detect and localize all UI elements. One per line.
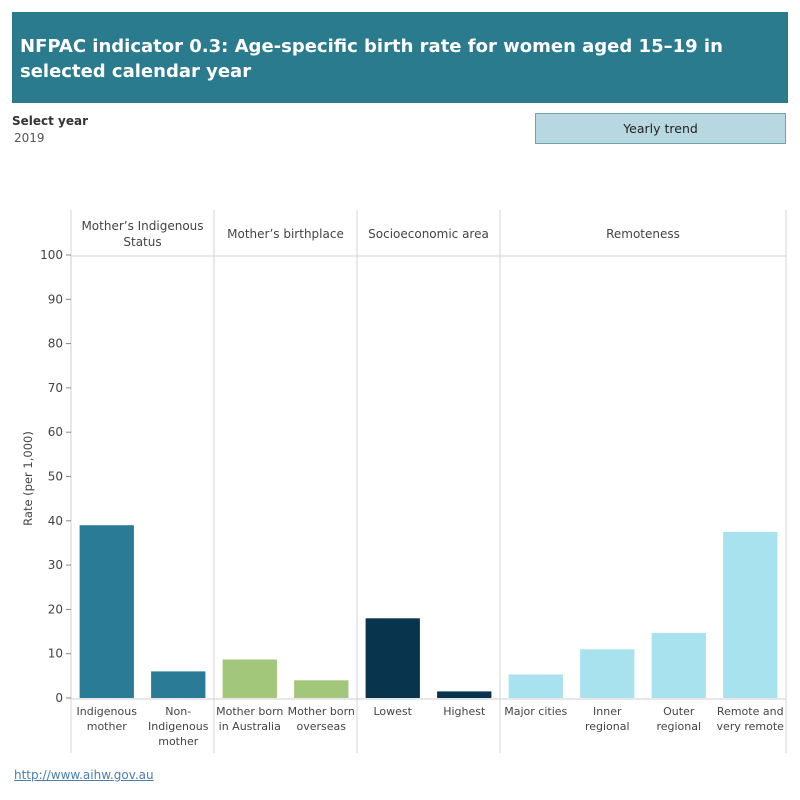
- category-label: Mother born: [216, 705, 283, 718]
- yearly-trend-button-label: Yearly trend: [623, 121, 698, 136]
- y-tick-label: 50: [48, 470, 63, 484]
- category-label: mother: [87, 720, 127, 733]
- y-tick-label: 70: [48, 381, 63, 395]
- category-label: Inner: [593, 705, 622, 718]
- category-label: Remote and: [717, 705, 784, 718]
- bar: [365, 618, 420, 698]
- y-tick-label: 90: [48, 292, 63, 306]
- y-tick-label: 10: [48, 647, 63, 661]
- select-year-label: Select year: [12, 114, 89, 128]
- y-tick-label: 100: [40, 248, 63, 262]
- bar: [651, 632, 706, 698]
- y-tick-label: 30: [48, 558, 63, 572]
- category-label: Lowest: [374, 705, 413, 718]
- category-label: Indigenous: [77, 705, 138, 718]
- category-label: Mother born: [288, 705, 355, 718]
- bar: [222, 659, 277, 698]
- category-label: Non-: [165, 705, 191, 718]
- bar: [294, 680, 349, 698]
- bar: [723, 531, 778, 698]
- page-title: NFPAC indicator 0.3: Age-specific birth …: [20, 36, 723, 82]
- category-label: Outer: [663, 705, 695, 718]
- panel-header-label: Status: [123, 235, 161, 249]
- panel-header-label: Remoteness: [606, 227, 680, 241]
- category-label: Major cities: [504, 705, 567, 718]
- category-label: very remote: [717, 720, 785, 733]
- y-tick-label: 0: [55, 691, 63, 705]
- panel-header-label: Mother’s Indigenous: [81, 219, 203, 233]
- category-label: overseas: [297, 720, 347, 733]
- panel-header-label: Socioeconomic area: [368, 227, 489, 241]
- category-label: regional: [656, 720, 701, 733]
- bar: [508, 674, 563, 698]
- bar: [151, 671, 206, 698]
- bar: [437, 691, 492, 698]
- y-tick-label: 60: [48, 425, 63, 439]
- y-tick-label: 80: [48, 337, 63, 351]
- y-tick-label: 20: [48, 602, 63, 616]
- bar: [79, 525, 134, 698]
- category-label: Indigenous: [148, 720, 209, 733]
- category-label: mother: [158, 735, 198, 748]
- panel-header-label: Mother’s birthplace: [227, 227, 344, 241]
- bar: [580, 649, 635, 698]
- category-label: in Australia: [219, 720, 281, 733]
- yearly-trend-button[interactable]: Yearly trend: [535, 113, 786, 144]
- select-year-value[interactable]: 2019: [14, 131, 45, 145]
- header-banner: NFPAC indicator 0.3: Age-specific birth …: [12, 12, 788, 103]
- y-axis-title: Rate (per 1,000): [21, 431, 35, 526]
- category-label: regional: [585, 720, 630, 733]
- aihw-website-link[interactable]: http://www.aihw.gov.au: [14, 768, 154, 782]
- category-label: Highest: [443, 705, 486, 718]
- y-tick-label: 40: [48, 514, 63, 528]
